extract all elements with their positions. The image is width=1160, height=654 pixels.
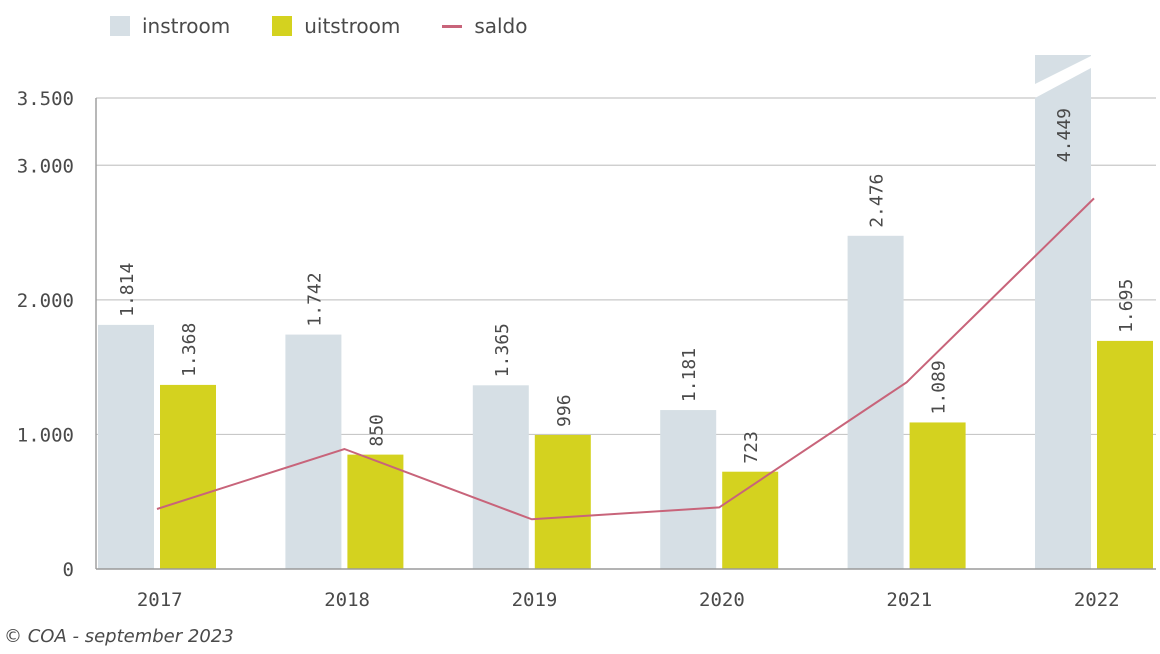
- data-label: 1.365: [492, 323, 513, 377]
- bar-instroom: [98, 324, 154, 569]
- data-label: 1.181: [679, 348, 700, 402]
- x-tick-label: 2022: [1074, 589, 1120, 611]
- bar-uitstroom: [160, 384, 216, 569]
- data-label: 996: [554, 394, 575, 427]
- y-tick-label: 3.000: [17, 155, 74, 177]
- instroom-swatch: [110, 16, 130, 36]
- legend-label-uitstroom: uitstroom: [304, 14, 401, 38]
- legend-item-instroom: instroom: [110, 14, 230, 38]
- x-tick-label: 2020: [699, 589, 745, 611]
- legend-label-saldo: saldo: [474, 14, 528, 38]
- bar-instroom: [285, 334, 342, 569]
- legend: instroom uitstroom saldo: [110, 14, 569, 38]
- x-tick-label: 2017: [137, 589, 183, 611]
- x-tick-label: 2019: [512, 589, 558, 611]
- data-label: 1.742: [304, 272, 325, 326]
- y-tick-label: 0: [63, 559, 74, 581]
- data-label: 723: [741, 431, 762, 464]
- data-label: 1.814: [117, 263, 138, 317]
- uitstroom-swatch: [272, 16, 293, 36]
- legend-label-instroom: instroom: [142, 14, 231, 38]
- saldo-line: [156, 197, 1095, 521]
- bar-uitstroom: [534, 434, 591, 569]
- bar-instroom: [1035, 68, 1091, 569]
- data-label: 4.449: [1054, 108, 1075, 162]
- data-label: 1.368: [179, 323, 200, 377]
- bar-instroom: [660, 410, 717, 569]
- data-label: 1.089: [929, 360, 950, 414]
- bar-uitstroom: [347, 454, 404, 569]
- legend-item-saldo: saldo: [442, 14, 527, 38]
- y-tick-label: 2.000: [17, 290, 74, 312]
- bar-uitstroom: [1097, 340, 1153, 569]
- bar-uitstroom: [722, 471, 779, 569]
- data-label: 850: [366, 414, 387, 447]
- bar-instroom: [472, 385, 529, 569]
- y-tick-label: 3.500: [17, 88, 74, 110]
- copyright-footer: © COA - september 2023: [4, 626, 234, 647]
- x-tick-label: 2018: [324, 589, 370, 611]
- y-tick-label: 1.000: [17, 424, 74, 446]
- legend-item-uitstroom: uitstroom: [272, 14, 400, 38]
- bar-uitstroom: [909, 422, 966, 569]
- saldo-swatch: [442, 24, 463, 28]
- bar-instroom-break-top: [1035, 55, 1091, 84]
- data-label: 2.476: [867, 174, 888, 228]
- data-label: 1.695: [1116, 279, 1137, 333]
- x-tick-label: 2021: [886, 589, 932, 611]
